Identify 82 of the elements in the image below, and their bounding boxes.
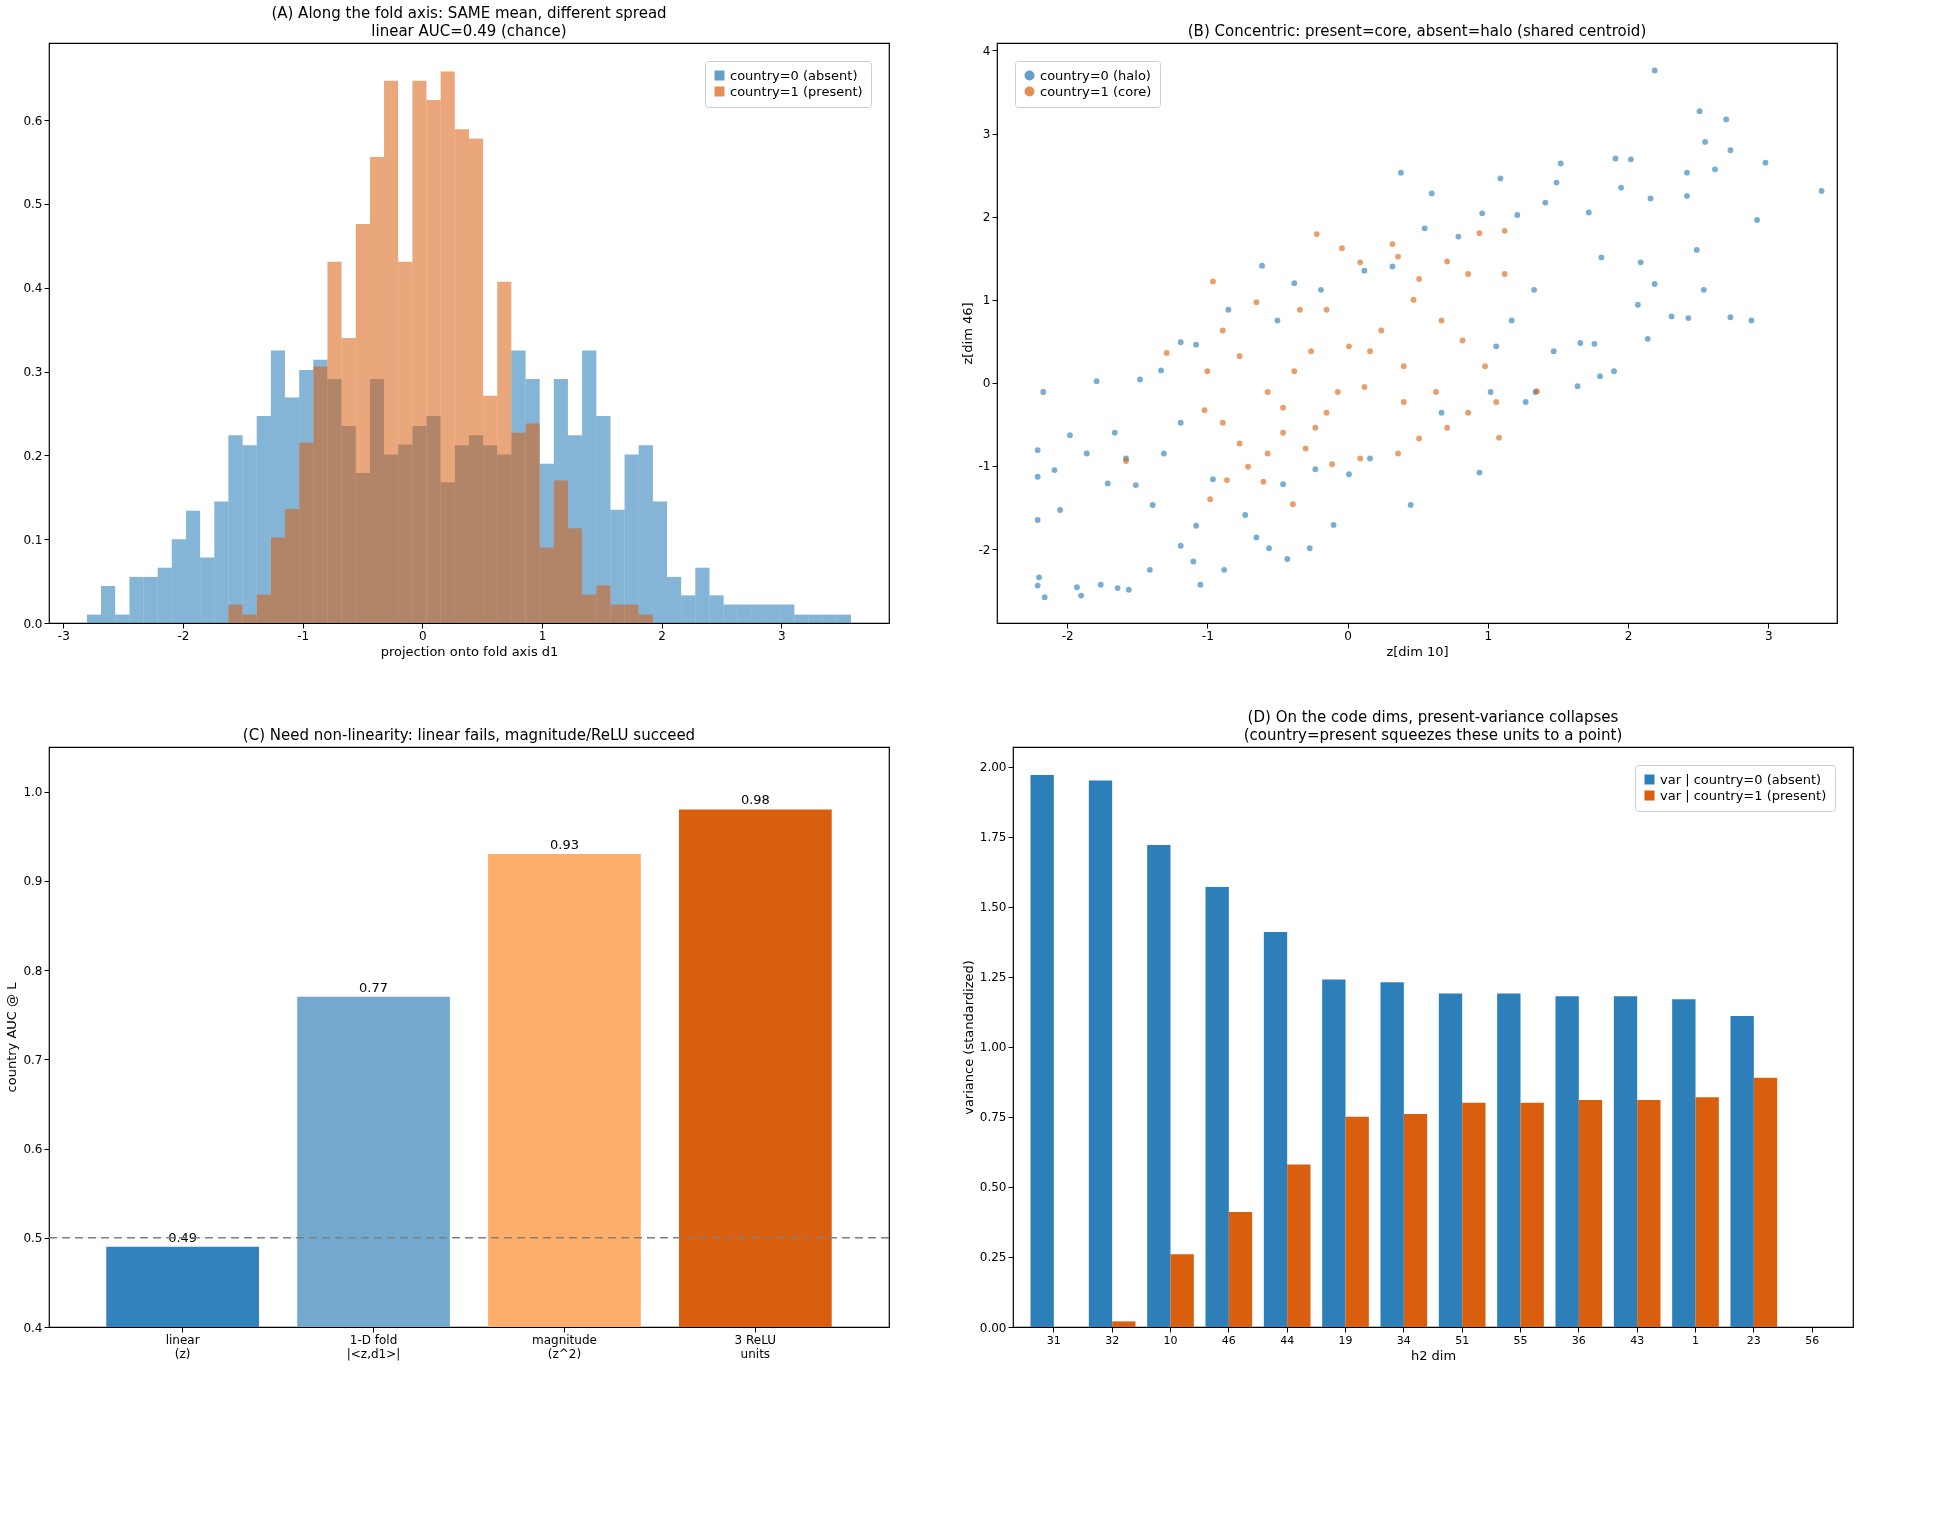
chart-subtitle: linear AUC=0.49 (chance) xyxy=(371,22,567,40)
y-tick-label: 1.0 xyxy=(23,785,43,800)
x-tick-label: linear (z) xyxy=(165,1332,200,1361)
x-tick-label: 36 xyxy=(1571,1333,1586,1347)
legend-label: country=1 (core) xyxy=(1040,83,1152,99)
y-tick-label: 0.4 xyxy=(23,281,43,296)
y-axis-title: country AUC @ L xyxy=(4,981,20,1093)
legend-label: var | country=1 (present) xyxy=(1660,787,1827,803)
y-tick-label: 0.7 xyxy=(23,1052,43,1067)
y-tick-label: 0.5 xyxy=(23,197,43,212)
x-tick-label: 1 xyxy=(1692,1333,1699,1347)
y-tick-label: 0.6 xyxy=(23,113,43,128)
y-tick-label: 2.00 xyxy=(979,760,1007,775)
legend-label: var | country=0 (absent) xyxy=(1660,771,1822,787)
x-axis-title: projection onto fold axis d1 xyxy=(380,643,559,659)
y-tick-label: 0.6 xyxy=(23,1142,43,1157)
y-tick-label: 0.25 xyxy=(979,1250,1007,1265)
x-tick-label: 10 xyxy=(1163,1333,1178,1347)
x-tick-label: 0 xyxy=(1344,628,1352,643)
x-axis-title: z[dim 10] xyxy=(1386,643,1449,659)
y-tick-label: 0 xyxy=(982,376,991,391)
x-axis-title: h2 dim xyxy=(1410,1347,1457,1363)
y-tick-label: 1.75 xyxy=(979,830,1007,845)
data-label: 0.77 xyxy=(359,979,389,995)
y-tick-label: 1.50 xyxy=(979,900,1007,915)
chart-subtitle: (country=present squeezes these units to a point) xyxy=(1243,726,1623,744)
x-tick-label: 1 xyxy=(538,628,547,643)
y-tick-label: 0.1 xyxy=(23,532,43,547)
x-tick-label: 44 xyxy=(1280,1333,1295,1347)
y-tick-label: 0.00 xyxy=(979,1320,1007,1335)
x-tick-label: 56 xyxy=(1805,1333,1820,1347)
y-tick-label: 1 xyxy=(982,293,991,308)
x-tick-label: 1-D fold |<z,d1>| xyxy=(346,1332,401,1361)
y-tick-label: 2 xyxy=(982,210,991,225)
x-tick-label: 2 xyxy=(658,628,666,643)
y-tick-label: -2 xyxy=(978,542,991,557)
chart-title: (D) On the code dims, present-variance collapses xyxy=(1247,708,1619,726)
x-tick-label: 31 xyxy=(1046,1333,1061,1347)
y-tick-label: 0.5 xyxy=(23,1231,43,1246)
x-tick-label: 43 xyxy=(1630,1333,1645,1347)
x-tick-label: 0 xyxy=(419,628,427,643)
x-tick-label: 3 xyxy=(777,628,786,643)
x-tick-label: 2 xyxy=(1624,628,1633,643)
y-tick-label: 0.2 xyxy=(23,448,43,463)
legend-label: country=0 (halo) xyxy=(1040,67,1151,83)
chart-title: (C) Need non-linearity: linear fails, magnitude/ReLU succeed xyxy=(242,726,696,744)
x-tick-label: 1 xyxy=(1484,628,1493,643)
x-tick-label: 34 xyxy=(1396,1333,1411,1347)
chart-title: (B) Concentric: present=core, absent=halo (shared centroid) xyxy=(1187,22,1647,40)
y-tick-label: 0.75 xyxy=(979,1110,1007,1125)
data-label: 0.98 xyxy=(740,792,770,808)
y-tick-label: -1 xyxy=(978,459,991,474)
x-tick-label: -1 xyxy=(297,628,310,643)
legend-label: country=1 (present) xyxy=(730,83,863,99)
x-tick-label: 3 ReLU units xyxy=(734,1332,777,1361)
x-tick-label: -2 xyxy=(177,628,190,643)
x-tick-label: 55 xyxy=(1513,1333,1528,1347)
y-tick-label: 1.00 xyxy=(979,1040,1007,1055)
x-tick-label: -1 xyxy=(1201,628,1214,643)
x-tick-label: 19 xyxy=(1338,1333,1353,1347)
x-tick-label: 3 xyxy=(1764,628,1773,643)
x-tick-label: -3 xyxy=(57,628,70,643)
legend-label: country=0 (absent) xyxy=(730,67,858,83)
y-tick-label: 0.3 xyxy=(23,365,43,380)
y-tick-label: 0.9 xyxy=(23,874,43,889)
y-axis-title: variance (standardized) xyxy=(960,960,976,1115)
y-tick-label: 3 xyxy=(982,127,991,142)
y-tick-label: 4 xyxy=(982,43,991,58)
y-tick-label: 0.0 xyxy=(23,616,43,631)
data-label: 0.93 xyxy=(549,837,579,853)
y-tick-label: 1.25 xyxy=(979,970,1007,985)
y-tick-label: 0.8 xyxy=(23,963,43,978)
x-tick-label: magnitude (z^2) xyxy=(531,1332,597,1361)
x-tick-label: 51 xyxy=(1455,1333,1470,1347)
chart-title: (A) Along the fold axis: SAME mean, different spread xyxy=(271,4,667,22)
y-tick-label: 0.50 xyxy=(979,1180,1007,1195)
x-tick-label: 46 xyxy=(1221,1333,1236,1347)
x-tick-label: 23 xyxy=(1746,1333,1761,1347)
y-axis-title: z[dim 46] xyxy=(959,302,975,365)
x-tick-label: -2 xyxy=(1061,628,1074,643)
x-tick-label: 32 xyxy=(1105,1333,1120,1347)
y-tick-label: 0.4 xyxy=(23,1320,43,1335)
